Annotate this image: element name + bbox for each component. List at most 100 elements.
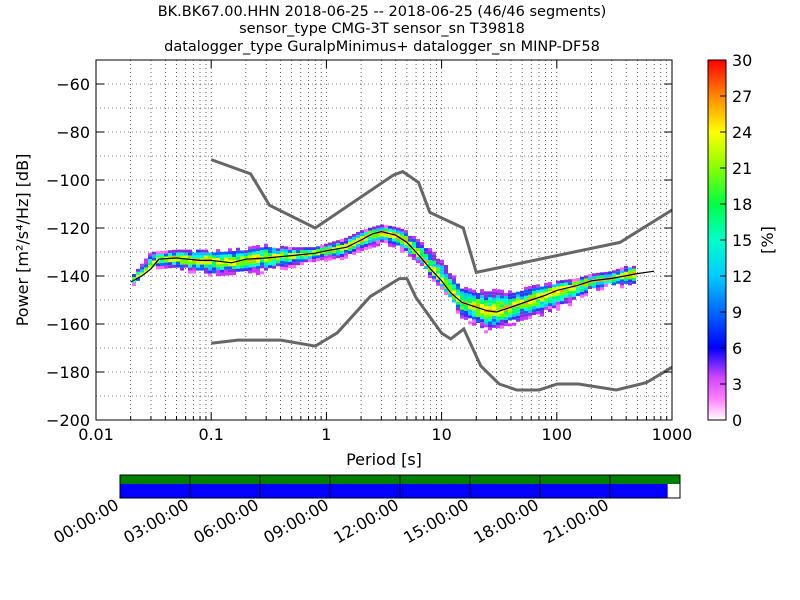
psd-cell [500, 298, 504, 302]
psd-cell [136, 271, 140, 275]
psd-cell [296, 262, 300, 266]
psd-cell [572, 296, 576, 300]
psd-cell [244, 259, 248, 263]
psd-cell [264, 246, 268, 250]
psd-cell [492, 291, 496, 295]
psd-cell [540, 292, 544, 296]
psd-cell [596, 275, 600, 279]
psd-cell [336, 243, 340, 247]
psd-cell [256, 251, 260, 255]
psd-cell [408, 250, 412, 254]
psd-cell [440, 271, 444, 275]
y-tick-label: −80 [56, 123, 90, 142]
psd-cell [412, 238, 416, 242]
psd-cell [556, 292, 560, 296]
colorbar-tick-label: 21 [732, 159, 752, 178]
psd-cell [524, 313, 528, 317]
psd-cell [224, 272, 228, 276]
psd-cell [428, 260, 432, 264]
psd-cell [444, 264, 448, 268]
psd-cell [496, 292, 500, 296]
psd-cell [284, 246, 288, 250]
psd-cell [352, 233, 356, 237]
psd-cell [556, 286, 560, 290]
psd-cell [384, 234, 388, 238]
psd-cell [632, 271, 636, 275]
psd-cell [260, 271, 264, 275]
psd-cell [368, 239, 372, 243]
psd-cell [620, 282, 624, 286]
psd-cell [548, 297, 552, 301]
psd-cell [468, 300, 472, 304]
psd-cell [480, 325, 484, 329]
psd-cell [460, 297, 464, 301]
colorbar-label: [%] [758, 226, 777, 254]
psd-cell [560, 286, 564, 290]
psd-cell [624, 280, 628, 284]
psd-cell [144, 261, 148, 265]
psd-cell [232, 263, 236, 267]
psd-cell [468, 288, 472, 292]
psd-cell [432, 275, 436, 279]
psd-cell [480, 298, 484, 302]
psd-cell [600, 284, 604, 288]
psd-cell [324, 252, 328, 256]
psd-cell [540, 304, 544, 308]
psd-cell [372, 241, 376, 245]
psd-cell [500, 307, 504, 311]
psd-cell [328, 257, 332, 261]
psd-cell [536, 290, 540, 294]
psd-cell [512, 322, 516, 326]
psd-cell [224, 263, 228, 267]
psd-cell [188, 258, 192, 262]
psd-cell [452, 281, 456, 285]
psd-cell [220, 251, 224, 255]
psd-cell [560, 283, 564, 287]
psd-cell [212, 258, 216, 262]
psd-cell [424, 248, 428, 252]
psd-cell [364, 243, 368, 247]
psd-cell [316, 258, 320, 262]
psd-cell [440, 259, 444, 263]
psd-cell [308, 253, 312, 257]
psd-cell [492, 288, 496, 292]
psd-cell [632, 268, 636, 272]
psd-cell [564, 291, 568, 295]
psd-cell [188, 252, 192, 256]
psd-cell [500, 319, 504, 323]
psd-cell [356, 243, 360, 247]
psd-cell [280, 263, 284, 267]
psd-cell [588, 286, 592, 290]
psd-cell [460, 312, 464, 316]
psd-cell [588, 274, 592, 278]
psd-cell [288, 246, 292, 250]
psd-cell [540, 298, 544, 302]
psd-cell [176, 249, 180, 253]
psd-cell [520, 317, 524, 321]
psd-cell [492, 303, 496, 307]
psd-cell [236, 265, 240, 269]
psd-cell [256, 263, 260, 267]
psd-cell [140, 272, 144, 276]
psd-cell [416, 260, 420, 264]
psd-cell [416, 239, 420, 243]
colorbar-tick-label: 27 [732, 87, 752, 106]
psd-cell [348, 238, 352, 242]
psd-cell [608, 271, 612, 275]
colorbar: 0 3 6 9 12 15 18 21 24 27 30 [%] [707, 51, 777, 430]
psd-cell [532, 303, 536, 307]
psd-cell [632, 277, 636, 281]
psd-cell [248, 252, 252, 256]
psd-cell [356, 237, 360, 241]
psd-cell [268, 265, 272, 269]
psd-cell [292, 262, 296, 266]
psd-cell [500, 304, 504, 308]
psd-cell [132, 283, 136, 287]
psd-cell [524, 286, 528, 290]
psd-cell [168, 256, 172, 260]
psd-cell [200, 264, 204, 268]
psd-cell [440, 262, 444, 266]
psd-cell [184, 249, 188, 253]
psd-cell [536, 299, 540, 303]
psd-cell [568, 279, 572, 283]
